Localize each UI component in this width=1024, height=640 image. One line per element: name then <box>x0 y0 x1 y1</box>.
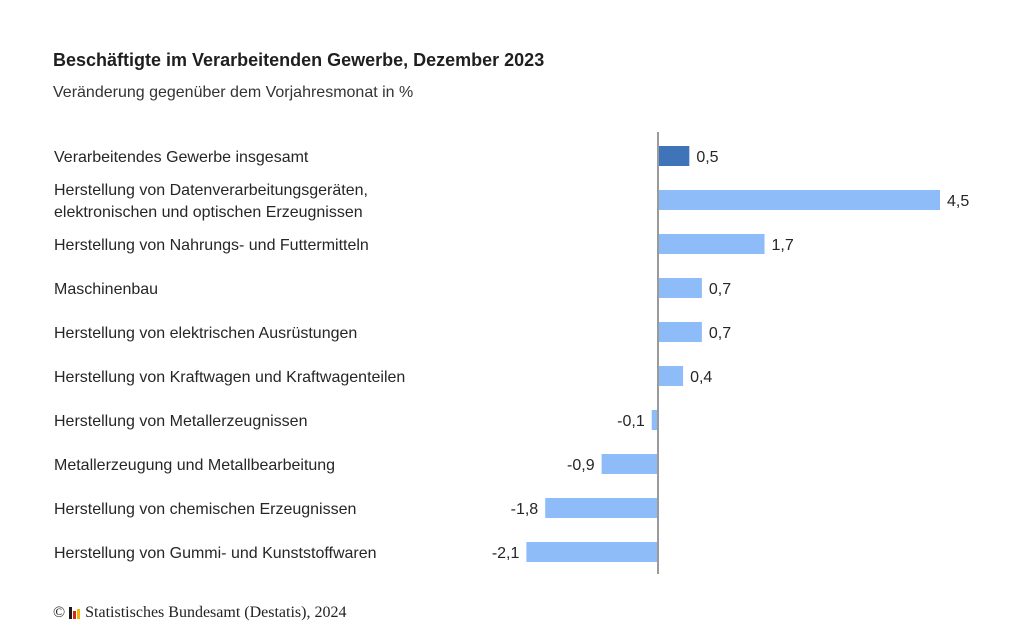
bar <box>658 190 940 210</box>
category-label: Herstellung von chemischen Erzeugnissen <box>54 501 356 518</box>
bar-chart: Verarbeitendes Gewerbe insgesamt 0,5 Herst… <box>54 132 969 574</box>
value-label: 1,7 <box>772 237 794 254</box>
logo-bar-2 <box>73 611 77 619</box>
value-label: -0,9 <box>567 457 595 474</box>
bar <box>658 234 765 254</box>
category-label: Metallerzeugung und Metallbearbeitung <box>54 457 335 474</box>
value-label: -0,1 <box>617 413 645 430</box>
category-label: Herstellung von elektrischen Ausrüstunge… <box>54 325 357 342</box>
value-label: -1,8 <box>511 501 539 518</box>
chart-subtitle: Veränderung gegenüber dem Vorjahresmonat… <box>53 84 414 101</box>
bar <box>601 454 658 474</box>
value-label: 0,5 <box>696 149 718 166</box>
category-label: Herstellung von Nahrungs- und Futtermitt… <box>54 237 369 254</box>
category-label: Verarbeitendes Gewerbe insgesamt <box>54 149 309 166</box>
logo-bar-1 <box>69 607 73 619</box>
value-label: 0,7 <box>709 325 731 342</box>
copyright-symbol: © <box>53 604 66 621</box>
source-text: Statistisches Bundesamt (Destatis), 2024 <box>85 604 347 621</box>
destatis-bars-icon <box>69 607 81 619</box>
bar <box>526 542 658 562</box>
bar <box>545 498 658 518</box>
category-label: Herstellung von Kraftwagen und Kraftwage… <box>54 369 405 386</box>
bar <box>658 278 702 298</box>
logo-bar-3 <box>77 609 81 619</box>
category-label: Herstellung von Metallerzeugnissen <box>54 413 307 430</box>
category-label: Herstellung von Gummi- und Kunststoffwar… <box>54 545 377 562</box>
bar <box>658 322 702 342</box>
bar <box>651 410 658 430</box>
source-footer: © Statistisches Bundesamt (Destatis), 20… <box>53 604 346 622</box>
value-label: -2,1 <box>492 545 520 562</box>
value-label: 0,7 <box>709 281 731 298</box>
bar <box>658 366 684 386</box>
bar <box>658 146 690 166</box>
category-label: elektronischen und optischen Erzeugnisse… <box>54 204 363 221</box>
category-label: Maschinenbau <box>54 281 158 298</box>
category-label: Herstellung von Datenverarbeitungsgeräte… <box>54 182 368 199</box>
chart-title: Beschäftigte im Verarbeitenden Gewerbe, … <box>53 50 545 70</box>
value-label: 4,5 <box>947 193 969 210</box>
value-label: 0,4 <box>690 369 712 386</box>
